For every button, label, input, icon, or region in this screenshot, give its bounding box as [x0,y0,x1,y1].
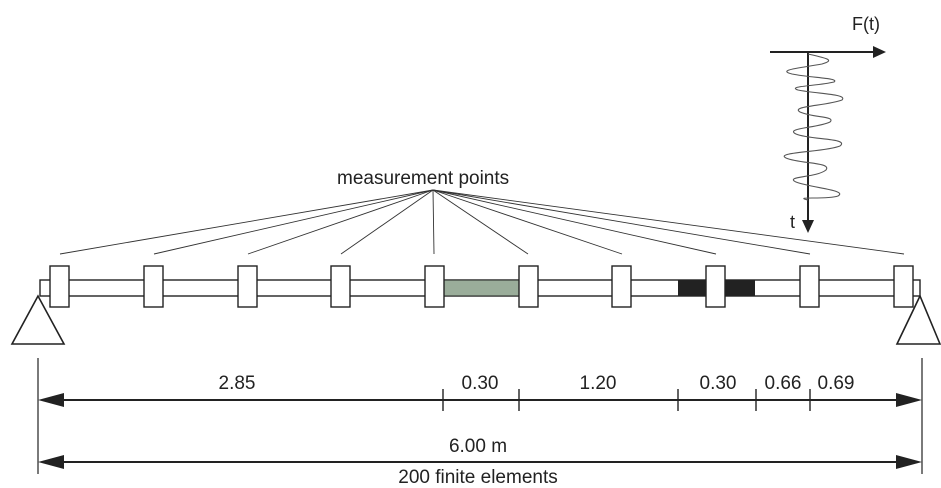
leader-line [432,189,811,255]
sensor-1 [49,265,70,308]
total-dimension: 6.00 m 200 finite elements [38,436,922,488]
segment-label: 0.30 [700,373,737,394]
sensor-7 [611,265,632,308]
time-axis-label: t [790,212,795,232]
leader-line [432,189,529,255]
sensor-8 [705,265,726,308]
segment-label: 0.66 [765,373,802,394]
leader-line [247,189,434,255]
segment-label: 0.30 [462,373,499,394]
sensor-5 [424,265,445,308]
leader-line [432,189,623,255]
leader-line [59,189,434,255]
damage-zone-light [443,279,520,297]
force-axis-arrowhead [873,46,886,58]
force-excitation-plot: F(t) t [770,14,886,233]
sensor-2 [143,265,164,308]
sensor-3 [237,265,258,308]
segment-label: 2.85 [219,373,256,394]
sensor-4 [330,265,351,308]
leader-line [153,189,434,255]
finite-elements-label: 200 finite elements [398,467,558,488]
right-support [895,294,941,345]
beam [39,279,921,297]
measurement-points-label: measurement points [337,168,509,189]
leader-line [432,189,717,255]
leader-line [432,189,905,255]
left-arrowhead [38,455,64,469]
leader-line [432,189,435,255]
sensors [49,265,914,308]
force-signal-curve [783,53,844,201]
right-arrowhead [896,393,922,407]
sensor-6 [518,265,539,308]
sensor-10 [893,265,914,308]
left-support [10,294,66,345]
sensor-9 [799,265,820,308]
measurement-leader-lines [59,189,905,255]
force-label: F(t) [852,14,880,34]
time-axis-arrowhead [802,220,814,233]
leader-line [340,189,434,255]
left-arrowhead [38,393,64,407]
segment-label: 1.20 [580,373,617,394]
segment-label: 0.69 [818,373,855,394]
segment-dimension: 2.85 0.30 1.20 0.30 0.66 0.69 [38,373,922,411]
right-arrowhead [896,455,922,469]
total-length-label: 6.00 m [449,436,507,457]
